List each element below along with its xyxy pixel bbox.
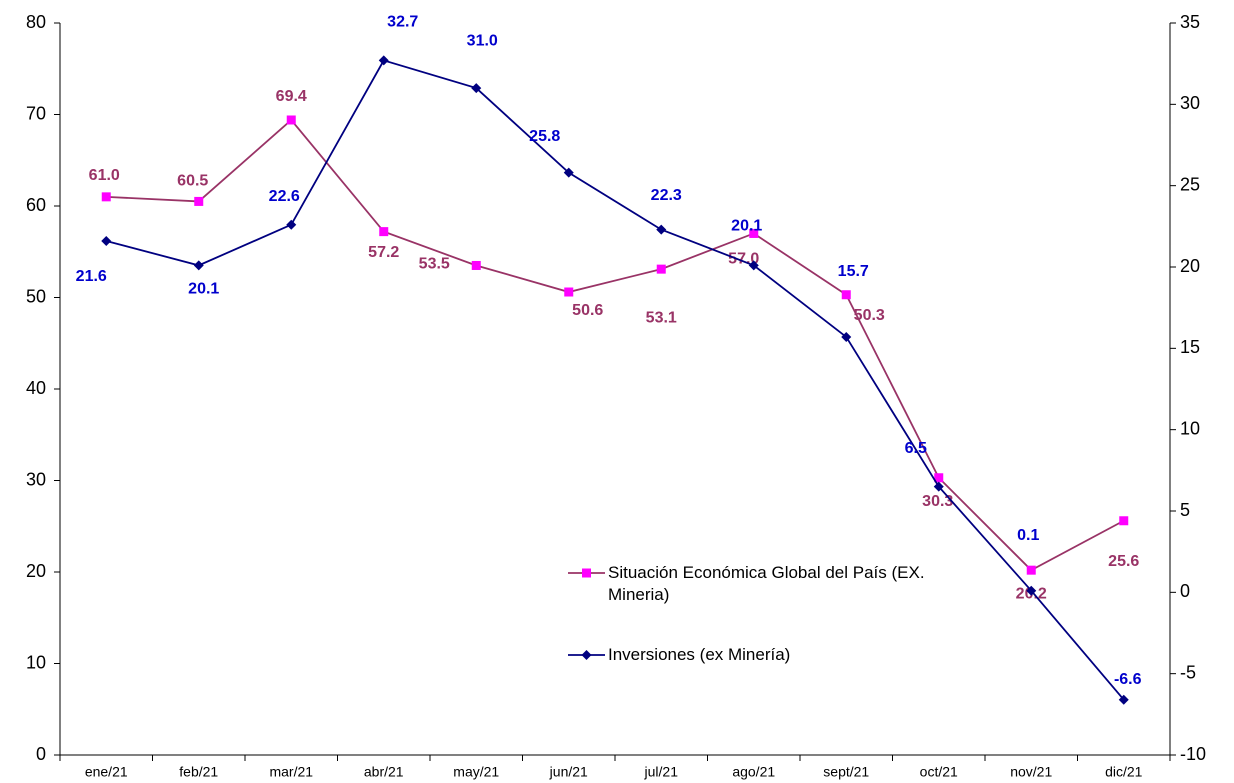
- legend-label: Situación Económica Global del País (EX.…: [608, 563, 925, 604]
- point: [749, 228, 759, 238]
- y2-tick-label: -5: [1180, 662, 1196, 682]
- data-label: -6.6: [1114, 671, 1142, 688]
- point: [378, 55, 389, 66]
- point: [1026, 585, 1037, 596]
- data-label: 25.6: [1108, 553, 1139, 570]
- y-tick-label: 50: [26, 286, 46, 306]
- data-label: 50.6: [572, 302, 603, 319]
- y2-tick-label: 0: [1180, 581, 1190, 601]
- x-tick-label: ene/21: [85, 764, 128, 780]
- data-label: 69.4: [276, 88, 307, 105]
- data-label: 21.6: [76, 268, 107, 285]
- x-tick-label: ago/21: [732, 764, 775, 780]
- point: [471, 260, 481, 270]
- series-line: [106, 59, 1125, 701]
- y-tick-label: 30: [26, 469, 46, 489]
- data-label: 32.7: [387, 14, 418, 31]
- point: [101, 235, 112, 246]
- y2-tick-label: 10: [1180, 418, 1200, 438]
- data-label: 20.1: [731, 218, 762, 235]
- point: [471, 83, 482, 94]
- y2-tick-label: 5: [1180, 500, 1190, 520]
- y2-tick-label: 15: [1180, 337, 1200, 357]
- point: [564, 287, 574, 297]
- x-tick-label: jun/21: [549, 764, 588, 780]
- data-label: 30.3: [922, 493, 953, 510]
- data-label: 61.0: [89, 167, 120, 184]
- y-tick-label: 20: [26, 561, 46, 581]
- data-label: 31.0: [467, 32, 498, 49]
- data-label: 0.1: [1017, 527, 1039, 544]
- legend-marker: [582, 568, 591, 578]
- series-line: [106, 118, 1125, 572]
- y-tick-label: 0: [36, 744, 46, 764]
- y2-tick-label: 20: [1180, 256, 1200, 276]
- x-tick-label: sept/21: [823, 764, 869, 780]
- point: [193, 260, 204, 271]
- y2-tick-label: 25: [1180, 174, 1200, 194]
- point: [194, 196, 204, 206]
- data-label: 53.5: [419, 256, 450, 273]
- data-label: 60.5: [177, 173, 208, 190]
- data-label: 25.8: [529, 128, 560, 145]
- point: [748, 260, 759, 271]
- point: [841, 331, 852, 342]
- point: [379, 227, 389, 237]
- data-label: 50.3: [854, 307, 885, 324]
- point: [933, 481, 944, 492]
- point: [286, 115, 296, 125]
- y2-tick-label: -10: [1180, 744, 1206, 764]
- point: [286, 219, 297, 230]
- y-tick-label: 70: [26, 103, 46, 123]
- point: [1026, 565, 1036, 575]
- data-label: 20.1: [188, 281, 219, 298]
- x-tick-label: feb/21: [179, 764, 218, 780]
- x-tick-label: abr/21: [364, 764, 404, 780]
- point: [656, 264, 666, 274]
- data-label: 6.5: [905, 440, 927, 457]
- point: [934, 473, 944, 483]
- legend-label: Inversiones (ex Minería): [608, 645, 791, 664]
- x-tick-label: mar/21: [269, 764, 313, 780]
- point: [1119, 516, 1129, 526]
- x-tick-label: may/21: [453, 764, 499, 780]
- y2-tick-label: 30: [1180, 93, 1200, 113]
- y-tick-label: 80: [26, 12, 46, 32]
- y2-tick-label: 35: [1180, 12, 1200, 32]
- x-tick-label: jul/21: [644, 764, 679, 780]
- point: [101, 192, 111, 202]
- point: [841, 290, 851, 300]
- x-tick-label: nov/21: [1010, 764, 1052, 780]
- y-tick-label: 40: [26, 378, 46, 398]
- data-label: 15.7: [838, 263, 869, 280]
- point: [563, 167, 574, 178]
- data-label: 53.1: [646, 309, 677, 326]
- data-label: 57.2: [368, 244, 399, 261]
- legend-marker: [581, 650, 592, 660]
- y-tick-label: 10: [26, 652, 46, 672]
- point: [1118, 694, 1129, 705]
- data-label: 22.6: [269, 188, 300, 205]
- y-tick-label: 60: [26, 195, 46, 215]
- data-label: 22.3: [651, 187, 682, 204]
- point: [656, 224, 667, 235]
- x-tick-label: dic/21: [1105, 764, 1143, 780]
- x-tick-label: oct/21: [920, 764, 958, 780]
